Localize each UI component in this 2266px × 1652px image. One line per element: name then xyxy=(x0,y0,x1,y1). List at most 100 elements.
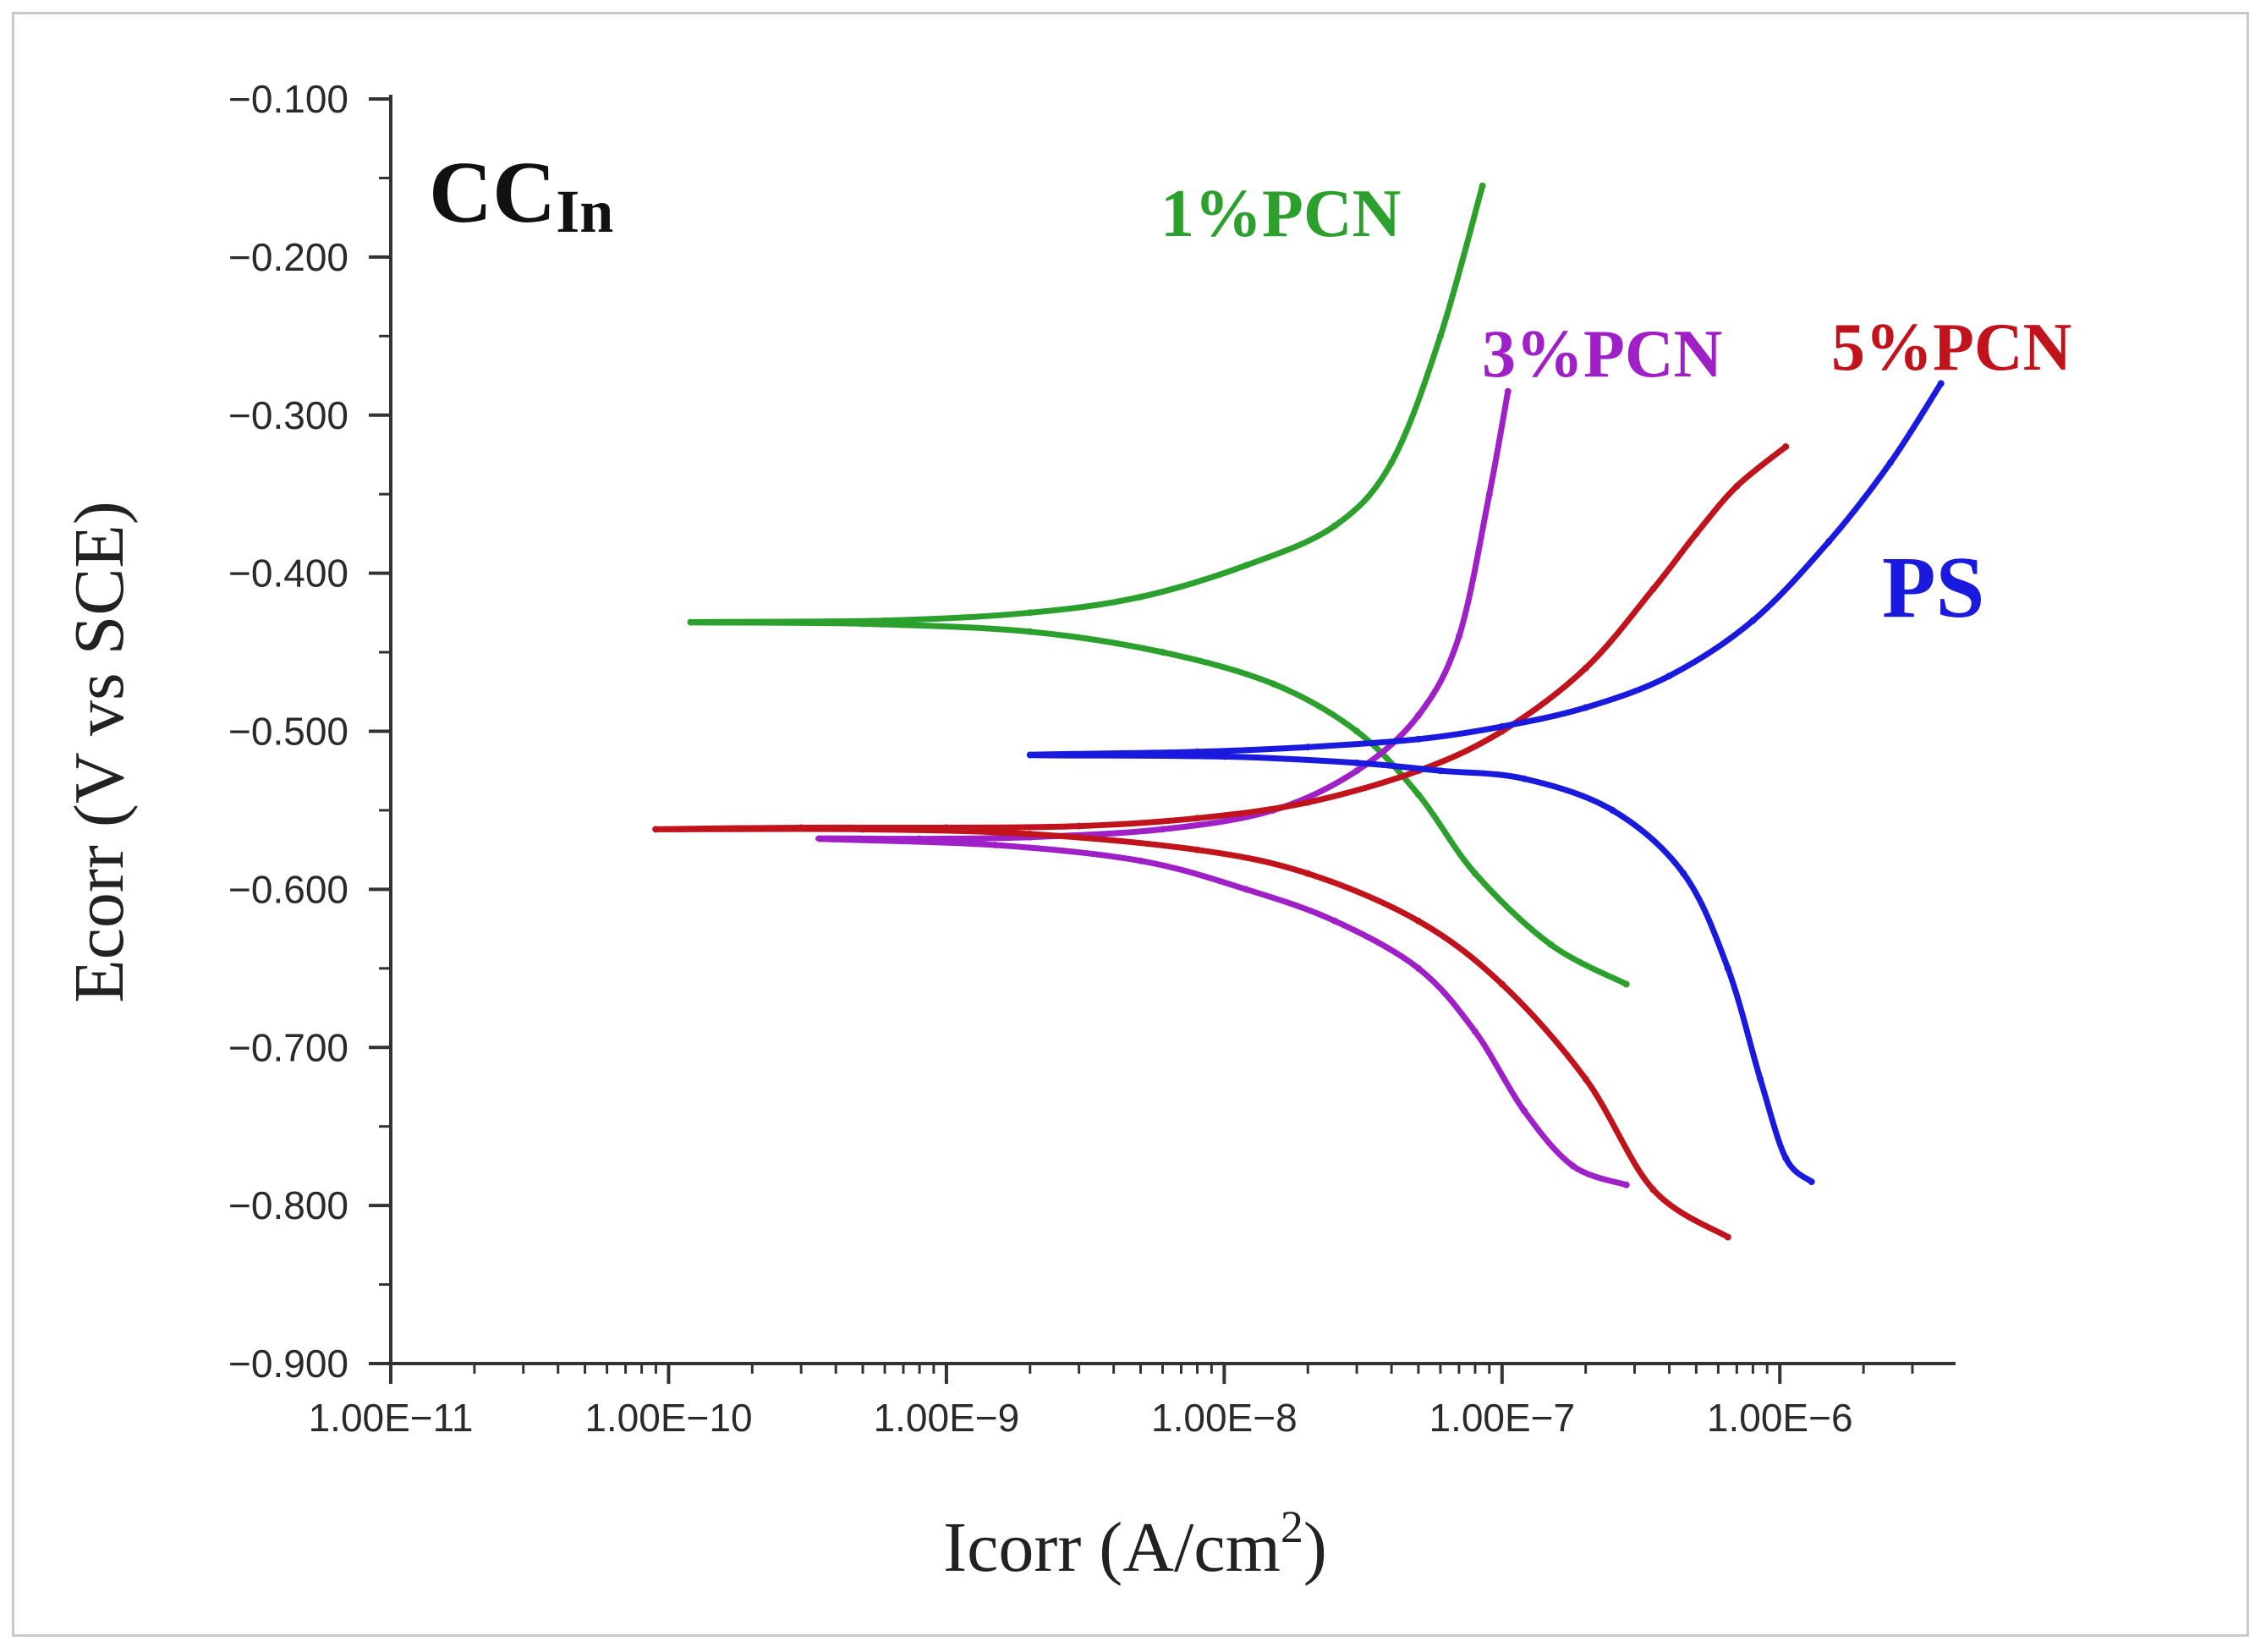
data-point-3pct-pcn xyxy=(1520,1107,1528,1114)
data-point-ps xyxy=(1520,775,1528,782)
data-point-5pct-pcn xyxy=(1026,831,1034,837)
data-point-ps xyxy=(1304,744,1312,751)
data-point-3pct-pcn xyxy=(1504,387,1512,395)
y-tick-label: −0.900 xyxy=(228,1342,348,1386)
data-point-ps xyxy=(1749,617,1757,624)
data-point-ps xyxy=(1582,704,1589,711)
data-point-ps xyxy=(1498,722,1506,730)
y-tick-label: −0.300 xyxy=(228,393,348,437)
y-axis-title: Ecorr (V vs SCE) xyxy=(60,501,139,1002)
data-point-1pct-pcn xyxy=(1331,522,1339,530)
data-point-3pct-pcn xyxy=(1159,826,1166,833)
y-tick-label: −0.100 xyxy=(228,77,348,121)
data-point-1pct-pcn xyxy=(1436,332,1444,340)
data-point-1pct-pcn xyxy=(1472,870,1479,877)
data-point-3pct-pcn xyxy=(1455,633,1462,640)
data-point-3pct-pcn xyxy=(1137,857,1144,864)
data-point-5pct-pcn xyxy=(652,826,660,833)
data-point-ps xyxy=(1026,751,1034,759)
data-point-3pct-pcn xyxy=(1353,767,1361,775)
series-label-3pct-pcn: 3%PCN xyxy=(1482,317,1722,392)
data-point-5pct-pcn xyxy=(1193,846,1201,853)
data-point-ps xyxy=(1609,806,1616,814)
data-point-3pct-pcn xyxy=(916,835,924,842)
ticks: −0.100 −0.200 −0.300 −0.400 −0.500 −0.600 −0.7… xyxy=(228,77,1914,1440)
x-axis-title-main: Icorr (A/cm xyxy=(943,1508,1281,1587)
x-tick-label: 1.00E−8 xyxy=(1151,1396,1298,1440)
y-tick-label: −0.800 xyxy=(228,1183,348,1227)
x-tick-label: 1.00E−7 xyxy=(1429,1396,1575,1440)
data-point-1pct-pcn xyxy=(1159,649,1166,656)
axes xyxy=(389,95,1956,1365)
chart-title-subscript: In xyxy=(556,178,613,245)
figure-frame: −0.100 −0.200 −0.300 −0.400 −0.500 −0.600 −0.7… xyxy=(12,12,2249,1637)
series-label-ps: PS xyxy=(1882,539,1984,636)
x-tick-label: 1.00E−10 xyxy=(584,1396,752,1440)
data-point-5pct-pcn xyxy=(1304,799,1312,806)
data-point-5pct-pcn xyxy=(1193,815,1201,822)
polarization-chart: −0.100 −0.200 −0.300 −0.400 −0.500 −0.600 −0.7… xyxy=(60,77,2071,1587)
data-point-5pct-pcn xyxy=(859,826,866,833)
data-point-ps xyxy=(1724,964,1731,972)
data-point-ps xyxy=(1782,1155,1790,1162)
series-line-5pct-pcn xyxy=(652,443,1789,1240)
data-point-5pct-pcn xyxy=(1582,664,1589,672)
y-tick-label: −0.500 xyxy=(228,710,348,754)
data-point-ps xyxy=(1193,748,1201,755)
labels: CCIn Icorr (A/cm2) Ecorr (V vs SCE) 1%PC… xyxy=(60,144,2071,1587)
data-point-ps xyxy=(1414,735,1422,743)
data-point-5pct-pcn xyxy=(798,824,805,831)
data-point-5pct-pcn xyxy=(1075,822,1083,830)
data-point-5pct-pcn xyxy=(1724,1233,1731,1241)
data-point-5pct-pcn xyxy=(1414,917,1422,925)
data-point-3pct-pcn xyxy=(1569,1162,1577,1170)
x-tick-label: 1.00E−6 xyxy=(1707,1396,1853,1440)
data-point-3pct-pcn xyxy=(1243,886,1250,893)
data-point-ps xyxy=(1680,870,1687,877)
x-axis-title: Icorr (A/cm2) xyxy=(943,1501,1327,1587)
y-tick-label: −0.200 xyxy=(228,235,348,279)
data-point-1pct-pcn xyxy=(1388,458,1396,466)
data-point-5pct-pcn xyxy=(1649,585,1657,593)
y-tick-label: −0.700 xyxy=(228,1025,348,1069)
data-point-1pct-pcn xyxy=(1547,941,1555,948)
data-point-5pct-pcn xyxy=(1649,1186,1657,1194)
data-point-1pct-pcn xyxy=(1479,182,1486,189)
x-tick-label: 1.00E−9 xyxy=(874,1396,1020,1440)
data-point-ps xyxy=(1757,1075,1764,1083)
data-point-3pct-pcn xyxy=(1331,917,1339,925)
data-point-3pct-pcn xyxy=(1414,711,1422,719)
data-point-3pct-pcn xyxy=(1622,1181,1630,1188)
data-point-5pct-pcn xyxy=(1304,870,1312,877)
data-point-5pct-pcn xyxy=(1693,530,1700,537)
data-point-ps xyxy=(1887,458,1894,466)
data-point-5pct-pcn xyxy=(942,824,950,831)
data-point-5pct-pcn xyxy=(1733,482,1741,490)
data-point-ps xyxy=(1436,767,1444,775)
series-label-1pct-pcn: 1%PCN xyxy=(1160,177,1401,251)
data-point-3pct-pcn xyxy=(991,842,999,848)
data-point-3pct-pcn xyxy=(816,835,824,842)
data-point-1pct-pcn xyxy=(1353,727,1361,735)
data-point-1pct-pcn xyxy=(1026,609,1034,617)
data-point-3pct-pcn xyxy=(1472,1028,1479,1035)
data-point-ps xyxy=(1665,672,1673,680)
data-point-ps xyxy=(1808,1178,1815,1186)
data-point-1pct-pcn xyxy=(1414,791,1422,799)
data-point-5pct-pcn xyxy=(1782,443,1790,451)
series-group xyxy=(652,182,1945,1241)
chart-title-main: CC xyxy=(429,144,556,241)
data-point-ps xyxy=(1825,538,1833,546)
data-point-1pct-pcn xyxy=(859,620,866,628)
x-axis-title-superscript: 2 xyxy=(1281,1501,1303,1552)
data-point-1pct-pcn xyxy=(1243,562,1250,569)
x-axis-title-suffix: ) xyxy=(1303,1508,1327,1587)
series-line-3pct-pcn xyxy=(815,388,1630,1188)
data-point-1pct-pcn xyxy=(1026,628,1034,635)
data-point-1pct-pcn xyxy=(1622,980,1630,988)
data-point-ps xyxy=(1353,759,1361,766)
data-point-5pct-pcn xyxy=(1498,980,1506,988)
series-label-5pct-pcn: 5%PCN xyxy=(1831,310,2071,385)
data-point-1pct-pcn xyxy=(1270,680,1277,688)
data-point-3pct-pcn xyxy=(1414,964,1422,972)
